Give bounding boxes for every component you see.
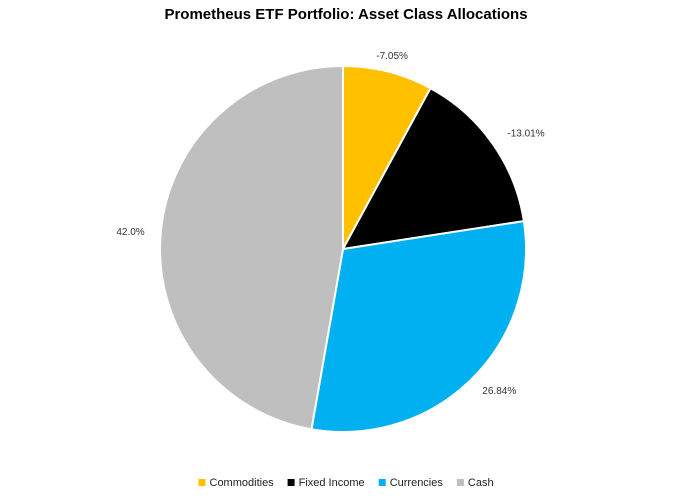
pie-slice-fixed-income [341,86,526,251]
legend-label: Fixed Income [299,477,365,489]
legend-label: Currencies [390,477,444,489]
legend-swatch [456,479,464,486]
legend-label: Cash [468,477,494,489]
legend-item-fixed-income: Fixed Income [287,477,365,489]
legend-item-commodities: Commodities [198,477,275,489]
data-label-currencies: 26.84% [482,386,516,397]
pie-slice-commodities [342,64,432,250]
legend-swatch [378,479,386,486]
legend-item-currencies: Currencies [378,477,444,489]
legend-item-cash: Cash [456,477,494,489]
data-label-commodities: -7.05% [376,51,408,62]
legend-swatch [198,479,206,486]
legend-swatch [287,479,295,486]
pie-slices [159,64,527,433]
pie-slice-cash [159,64,344,431]
legend-label: Commodities [210,477,275,489]
data-label-fixed-income: -13.01% [507,128,544,139]
chart-title: Prometheus ETF Portfolio: Asset Class Al… [164,6,527,23]
legend: Commodities Fixed Income Currencies Cash [198,477,494,489]
data-label-cash: 42.0% [116,227,144,238]
data-labels: -7.05% -13.01% 26.84% 42.0% [116,51,544,397]
pie-slice-currencies [310,219,527,433]
